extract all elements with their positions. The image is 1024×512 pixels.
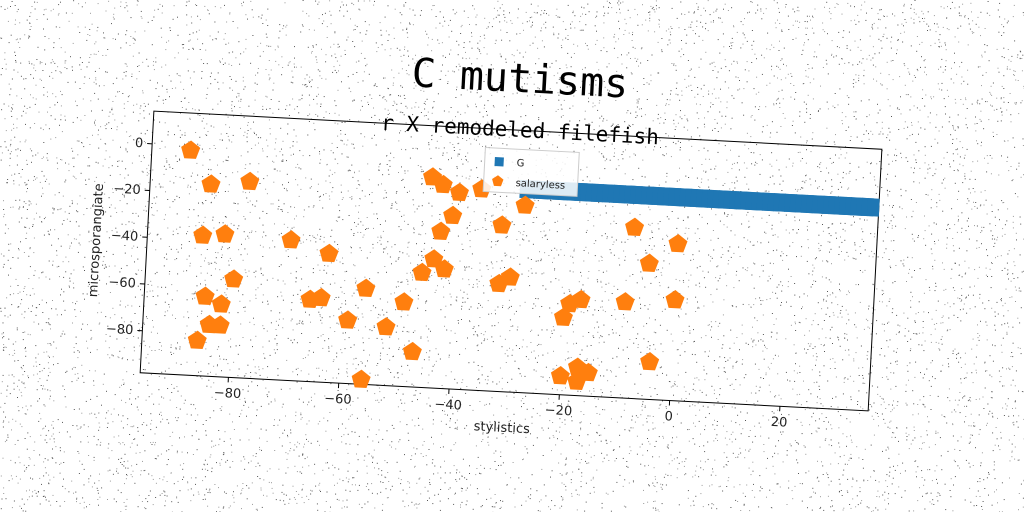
point-salaryless <box>571 289 591 309</box>
chart-title: C mutisms <box>411 50 630 107</box>
point-salaryless <box>195 286 215 305</box>
point-salaryless <box>668 234 688 253</box>
point-salaryless <box>338 310 358 329</box>
point-salaryless <box>431 221 451 240</box>
x-tick-label: 20 <box>770 415 787 431</box>
x-tick-label: 0 <box>664 409 673 424</box>
point-salaryless <box>356 278 376 297</box>
y-axis: 0 −20 −40 −60 −80 <box>106 136 153 338</box>
point-salaryless <box>215 224 235 243</box>
point-g <box>866 198 880 217</box>
point-salaryless <box>193 225 213 244</box>
point-salaryless <box>351 369 371 389</box>
point-salaryless <box>210 315 230 334</box>
point-salaryless <box>224 269 244 288</box>
y-tick-label: −20 <box>113 182 141 198</box>
series-g <box>519 179 880 217</box>
x-axis: −80 −60 −40 −20 0 20 <box>213 377 788 431</box>
point-salaryless <box>281 230 301 249</box>
point-salaryless <box>434 259 454 278</box>
legend: G salaryless <box>482 146 580 197</box>
point-salaryless <box>515 195 535 214</box>
point-salaryless <box>181 140 201 159</box>
plot-area: −80 −60 −40 −20 0 20 0 −20 −40 −60 −80 stylistics… <box>86 110 883 437</box>
y-tick-label: −40 <box>110 228 138 244</box>
point-salaryless <box>187 330 207 349</box>
point-salaryless <box>319 243 339 263</box>
legend-label-g: G <box>516 158 524 169</box>
point-salaryless <box>240 171 260 191</box>
point-salaryless <box>211 294 231 313</box>
x-tick-label: −20 <box>544 403 572 419</box>
point-salaryless <box>615 292 635 311</box>
point-salaryless <box>443 205 463 225</box>
point-salaryless <box>394 292 414 311</box>
point-salaryless <box>578 362 598 382</box>
legend-box <box>482 146 580 197</box>
point-salaryless <box>449 182 469 202</box>
point-salaryless <box>550 366 570 385</box>
point-salaryless <box>402 341 422 361</box>
point-salaryless <box>492 215 512 234</box>
x-tick-label: −40 <box>434 397 462 413</box>
y-tick-label: −60 <box>108 275 136 291</box>
point-salaryless <box>376 317 396 336</box>
legend-marker-g <box>494 157 504 167</box>
point-salaryless <box>639 253 659 272</box>
legend-label-salaryless: salaryless <box>515 178 565 192</box>
point-salaryless <box>412 262 432 282</box>
point-salaryless <box>640 352 660 371</box>
x-axis-label: stylistics <box>473 419 530 437</box>
legend-marker-salaryless <box>492 175 504 187</box>
point-salaryless <box>311 287 331 307</box>
y-tick-label: 0 <box>134 136 143 151</box>
point-salaryless <box>201 174 221 193</box>
series-salaryless <box>181 140 688 391</box>
point-salaryless <box>433 174 453 194</box>
point-salaryless <box>500 267 520 286</box>
point-salaryless <box>665 290 685 309</box>
point-salaryless <box>554 307 573 327</box>
y-tick-label: −80 <box>106 322 134 338</box>
point-salaryless <box>424 249 444 268</box>
point-salaryless <box>625 217 645 237</box>
x-tick-label: −60 <box>324 391 352 407</box>
x-tick-label: −80 <box>213 386 241 402</box>
y-axis-label: microsporangiate <box>86 183 107 298</box>
axes-frame <box>139 110 883 412</box>
